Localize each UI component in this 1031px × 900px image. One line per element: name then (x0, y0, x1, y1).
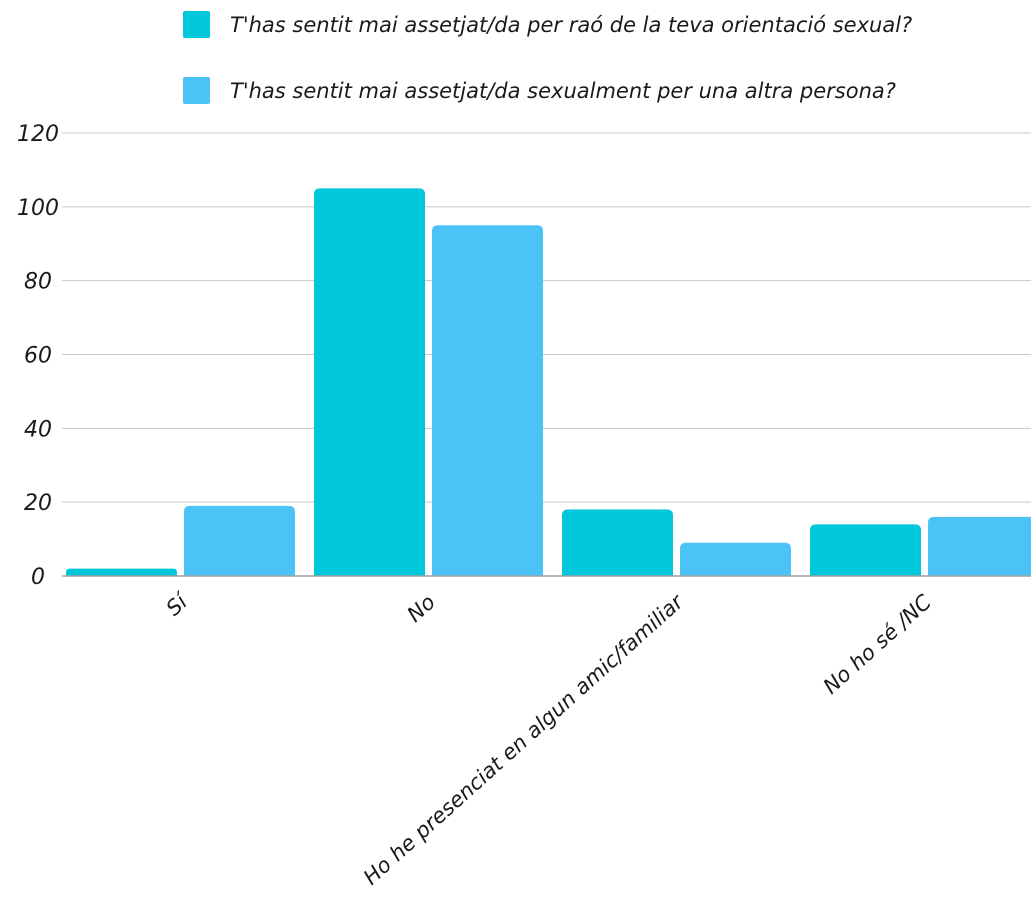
bars (66, 188, 1031, 576)
legend-swatch-series-2 (183, 77, 210, 104)
legend-label-series-2: T'has sentit mai assetjat/da sexualment … (230, 79, 896, 103)
bar-series-1 (810, 524, 921, 576)
legend-item-series-1: T'has sentit mai assetjat/da per raó de … (183, 11, 912, 38)
y-tick-label: 40 (24, 417, 52, 442)
legend-swatch-series-1 (183, 11, 210, 38)
y-tick-label: 60 (24, 344, 52, 369)
y-axis-ticks: 0 20 40 60 80 100 120 (17, 122, 59, 590)
bar-series-2 (680, 542, 791, 576)
legend: T'has sentit mai assetjat/da per raó de … (183, 11, 912, 104)
gridlines (62, 132, 1031, 503)
bar-series-1 (314, 188, 425, 576)
bar-series-1 (562, 509, 673, 576)
y-tick-label: 0 (31, 565, 45, 590)
x-category-label: No (403, 590, 440, 627)
bar-series-1 (66, 568, 177, 576)
y-tick-label: 20 (24, 491, 52, 516)
x-category-label: Ho he presenciat en algun amic/familiar (359, 589, 689, 890)
bar-series-2 (432, 225, 543, 576)
y-tick-label: 80 (24, 270, 52, 295)
x-category-label: Sí (162, 588, 195, 621)
legend-label-series-1: T'has sentit mai assetjat/da per raó de … (230, 13, 912, 37)
legend-item-series-2: T'has sentit mai assetjat/da sexualment … (183, 77, 896, 104)
bar-series-2 (184, 505, 295, 576)
y-tick-label: 100 (17, 196, 59, 221)
bar-series-2 (928, 516, 1031, 576)
x-category-label: No ho sé /NC (819, 590, 936, 699)
y-tick-label: 120 (17, 122, 59, 147)
